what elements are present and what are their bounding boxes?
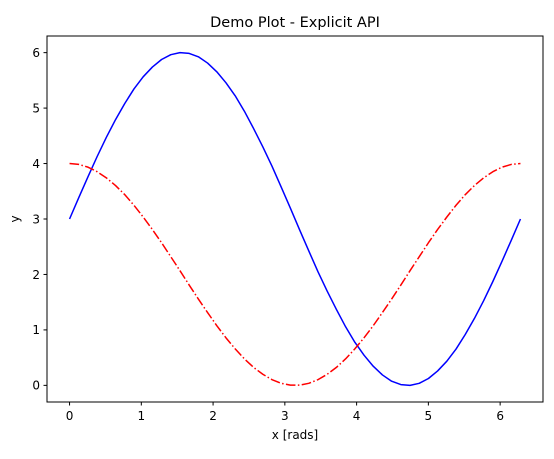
y-axis-ticks: 0 1 2 3 4 5 6 xyxy=(32,46,47,393)
y-tick-label: 6 xyxy=(32,46,40,60)
x-tick-label: 3 xyxy=(281,409,289,423)
y-tick-label: 5 xyxy=(32,101,40,115)
y-tick-label: 2 xyxy=(32,268,40,282)
y-tick-label: 3 xyxy=(32,212,40,226)
y-tick-label: 4 xyxy=(32,157,40,171)
chart-title: Demo Plot - Explicit API xyxy=(210,15,380,31)
x-tick-label: 2 xyxy=(209,409,217,423)
x-tick-label: 1 xyxy=(137,409,145,423)
x-axis-label: x [rads] xyxy=(272,428,318,442)
x-tick-label: 6 xyxy=(496,409,504,423)
x-tick-label: 0 xyxy=(66,409,74,423)
y-axis-label: y xyxy=(8,215,22,222)
x-tick-label: 4 xyxy=(353,409,361,423)
y-tick-label: 0 xyxy=(32,379,40,393)
y-tick-label: 1 xyxy=(32,323,40,337)
series-line-2 xyxy=(69,162,521,386)
x-axis-ticks: 0 1 2 3 4 5 6 xyxy=(66,402,504,423)
series-line-1 xyxy=(68,51,522,387)
x-tick-label: 5 xyxy=(425,409,433,423)
series-layer xyxy=(68,51,522,387)
